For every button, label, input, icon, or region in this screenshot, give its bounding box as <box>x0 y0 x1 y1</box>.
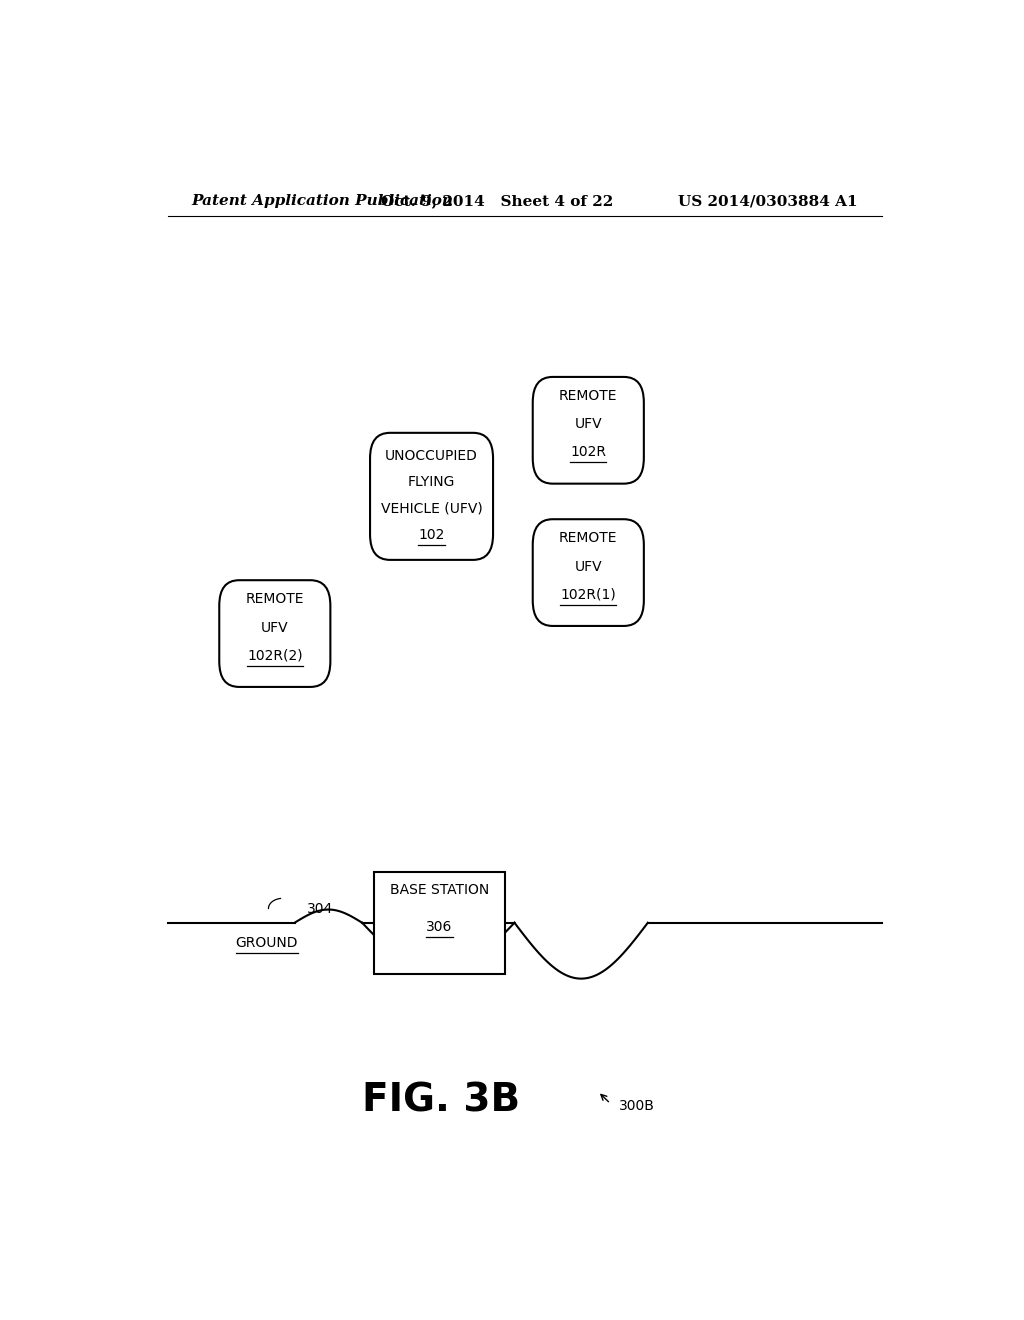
Text: REMOTE: REMOTE <box>559 389 617 403</box>
Text: 102R: 102R <box>570 445 606 459</box>
Text: 304: 304 <box>306 902 333 916</box>
Text: BASE STATION: BASE STATION <box>390 883 489 898</box>
Bar <box>374 873 505 974</box>
Text: VEHICLE (UFV): VEHICLE (UFV) <box>381 502 482 516</box>
FancyBboxPatch shape <box>219 581 331 686</box>
Text: REMOTE: REMOTE <box>246 593 304 606</box>
Text: UFV: UFV <box>261 620 289 635</box>
Text: FIG. 3B: FIG. 3B <box>362 1081 520 1119</box>
Text: REMOTE: REMOTE <box>559 532 617 545</box>
Text: 300B: 300B <box>618 1098 654 1113</box>
Text: Oct. 9, 2014   Sheet 4 of 22: Oct. 9, 2014 Sheet 4 of 22 <box>381 194 613 209</box>
Text: UFV: UFV <box>574 417 602 432</box>
FancyBboxPatch shape <box>532 519 644 626</box>
Text: UNOCCUPIED: UNOCCUPIED <box>385 449 478 463</box>
FancyBboxPatch shape <box>532 378 644 483</box>
Text: UFV: UFV <box>574 560 602 573</box>
Text: 102R(2): 102R(2) <box>247 648 303 663</box>
Text: US 2014/0303884 A1: US 2014/0303884 A1 <box>679 194 858 209</box>
FancyBboxPatch shape <box>370 433 494 560</box>
Text: 102: 102 <box>419 528 444 543</box>
Text: 306: 306 <box>426 920 453 933</box>
Text: Patent Application Publication: Patent Application Publication <box>191 194 454 209</box>
Text: GROUND: GROUND <box>236 936 298 950</box>
Text: 102R(1): 102R(1) <box>560 587 616 602</box>
Text: FLYING: FLYING <box>408 475 456 490</box>
